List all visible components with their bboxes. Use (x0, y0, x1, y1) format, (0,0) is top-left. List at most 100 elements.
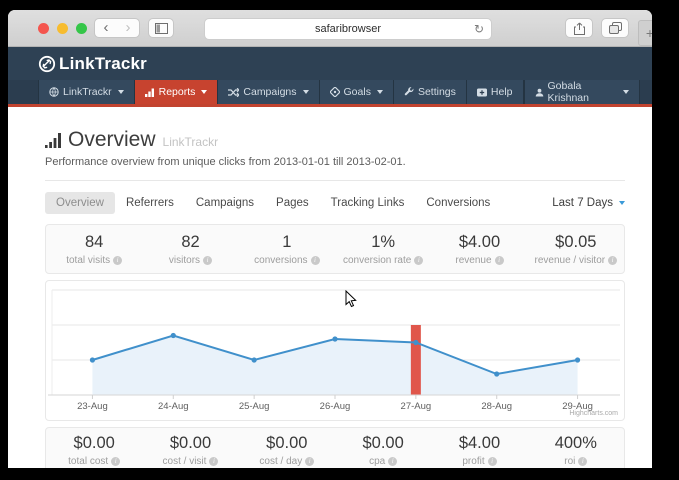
stat-value: $0.00 (239, 434, 335, 453)
nav-label: LinkTrackr (63, 86, 112, 98)
stat-value: $0.05 (528, 233, 624, 252)
chart-marker[interactable] (90, 357, 95, 362)
info-icon[interactable]: i (488, 457, 497, 466)
stat-value: 84 (46, 233, 142, 252)
page-head: Overview LinkTrackr Performance overview… (45, 107, 625, 181)
minimize-window-button[interactable] (57, 23, 68, 34)
nav-help[interactable]: Help (467, 80, 524, 104)
chart-marker[interactable] (332, 336, 337, 341)
nav-goals[interactable]: Goals (320, 80, 394, 104)
page-title: Overview (68, 128, 156, 152)
stat-cost-day: $0.00 cost / dayi (239, 434, 335, 467)
stat-value: $4.00 (431, 233, 527, 252)
chart-x-label: 24-Aug (158, 401, 189, 412)
main-nav: LinkTrackr Reports Campaigns (8, 80, 652, 104)
stat-revenue: $4.00 revenue i (431, 233, 527, 266)
info-icon[interactable]: i (203, 256, 212, 265)
chart-x-label: 23-Aug (77, 401, 108, 412)
chart-marker[interactable] (494, 371, 499, 376)
info-icon[interactable]: i (388, 457, 397, 466)
info-icon[interactable]: i (305, 457, 314, 466)
info-icon[interactable]: i (209, 457, 218, 466)
address-bar[interactable]: safaribrowser ↻ (204, 18, 492, 40)
stat-label: cpa (369, 456, 385, 467)
nav-label: Reports (159, 86, 196, 98)
stat-label: profit (462, 456, 484, 467)
tab-referrers[interactable]: Referrers (115, 192, 185, 214)
highcharts-credit[interactable]: Highcharts.com (569, 410, 618, 417)
chevron-down-icon (201, 90, 207, 94)
tab-overview[interactable]: Overview (45, 192, 115, 214)
share-icon (574, 22, 585, 35)
back-button[interactable]: ‹ (95, 19, 117, 37)
chart-marker[interactable] (575, 357, 580, 362)
page-title-suffix: LinkTrackr (163, 135, 219, 149)
stat-total-visits: 84total visitsi (46, 233, 142, 266)
stat-label: cost / day (259, 456, 302, 467)
chart-column-conversions[interactable] (411, 325, 421, 395)
chart-x-label: 26-Aug (320, 401, 351, 412)
chevron-down-icon (118, 90, 124, 94)
tab-conversions[interactable]: Conversions (415, 192, 501, 214)
tab-pages[interactable]: Pages (265, 192, 320, 214)
info-icon[interactable]: i (578, 457, 587, 466)
chart-marker[interactable] (252, 357, 257, 362)
top-stats-card: 84total visitsi82visitorsi1conversionsi1… (45, 224, 625, 274)
info-icon[interactable]: i (113, 256, 122, 265)
help-box-icon (477, 88, 487, 97)
history-buttons: ‹ › (94, 18, 140, 38)
report-tabs: Overview Referrers Campaigns Pages Track… (45, 192, 625, 214)
forward-button[interactable]: › (117, 19, 139, 37)
stat-cpa: $0.00cpai (335, 434, 431, 467)
goal-diamond-icon (330, 87, 340, 97)
tabs-overview-icon (609, 22, 622, 34)
info-icon[interactable]: i (111, 457, 120, 466)
traffic-lights (38, 23, 87, 34)
zoom-window-button[interactable] (76, 23, 87, 34)
show-tabs-button[interactable] (601, 18, 629, 38)
date-range-picker[interactable]: Last 7 Days (552, 197, 625, 209)
new-tab-button[interactable]: + (638, 20, 652, 46)
stat-value: 1% (335, 233, 431, 252)
chevron-down-icon (377, 90, 383, 94)
nav-reports[interactable]: Reports (135, 80, 219, 104)
visits-chart-card: 23-Aug24-Aug25-Aug26-Aug27-Aug28-Aug29-A… (45, 280, 625, 421)
stat-roi: 400%roii (528, 434, 624, 467)
info-icon[interactable]: i (414, 256, 423, 265)
chart-marker[interactable] (171, 333, 176, 338)
stat-value: 82 (142, 233, 238, 252)
close-window-button[interactable] (38, 23, 49, 34)
info-icon[interactable]: i (311, 256, 320, 265)
tab-campaigns[interactable]: Campaigns (185, 192, 265, 214)
shuffle-icon (228, 88, 239, 97)
chart-x-label: 28-Aug (481, 401, 512, 412)
reload-icon[interactable]: ↻ (474, 22, 484, 36)
chevron-down-icon (623, 90, 629, 94)
nav-label: Help (491, 86, 513, 98)
user-name: Gobala Krishnan (548, 80, 617, 104)
logo-text: LinkTrackr (59, 54, 147, 74)
stat-label: conversions (254, 255, 307, 266)
stat-value: $0.00 (142, 434, 238, 453)
mouse-cursor (345, 290, 358, 309)
browser-toolbar: ‹ › safaribrowser ↻ + (8, 10, 652, 47)
user-menu[interactable]: Gobala Krishnan (524, 80, 640, 104)
sidebar-toggle-button[interactable] (148, 18, 174, 38)
nav-linktrackr[interactable]: LinkTrackr (38, 80, 135, 104)
stat-label: visitors (169, 255, 200, 266)
stat-value: $0.00 (46, 434, 142, 453)
info-icon[interactable]: i (608, 256, 617, 265)
nav-campaigns[interactable]: Campaigns (218, 80, 319, 104)
chart-marker[interactable] (413, 340, 418, 345)
tab-tracking-links[interactable]: Tracking Links (320, 192, 416, 214)
nav-label: Campaigns (243, 86, 296, 98)
share-button[interactable] (565, 18, 593, 38)
stat-revenue-visitor: $0.05revenue / visitori (528, 233, 624, 266)
globe-icon (49, 87, 59, 97)
nav-settings[interactable]: Settings (394, 80, 467, 104)
info-icon[interactable]: i (495, 256, 504, 265)
linktrackr-logo[interactable]: LinkTrackr (38, 54, 147, 74)
wrench-icon (404, 87, 414, 97)
visits-chart: 23-Aug24-Aug25-Aug26-Aug27-Aug28-Aug29-A… (46, 281, 624, 420)
stat-label: revenue (455, 255, 491, 266)
